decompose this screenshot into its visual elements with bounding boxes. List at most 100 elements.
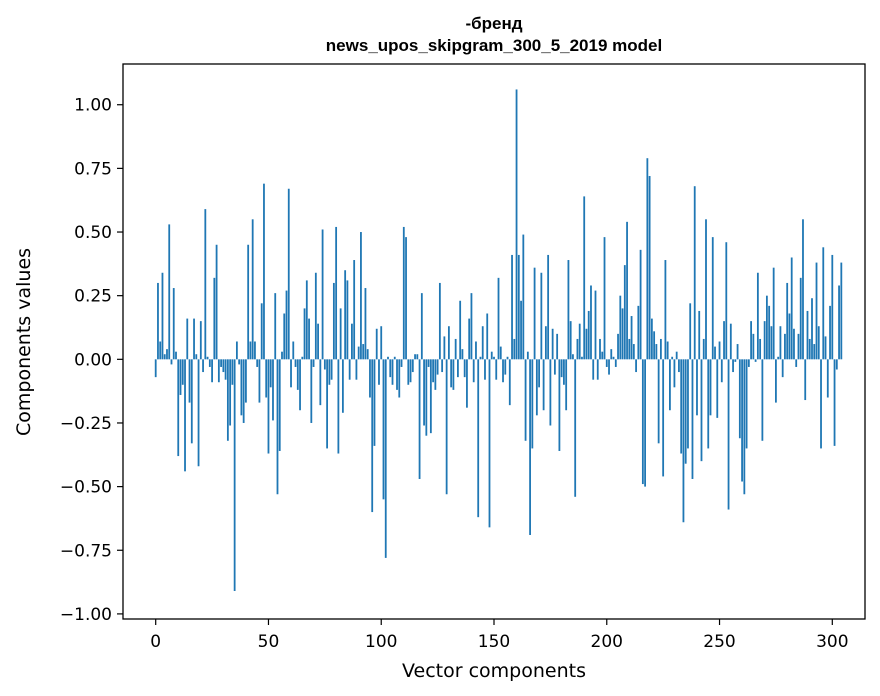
bar-65 [301, 356, 304, 360]
bar-13 [184, 359, 186, 472]
bar-175 [549, 359, 552, 426]
bar-150 [493, 356, 495, 360]
bar-142 [475, 341, 477, 360]
bar-198 [601, 351, 604, 360]
bar-284 [795, 359, 798, 367]
bar-33 [229, 359, 232, 426]
bar-260 [741, 359, 743, 482]
bar-147 [486, 313, 489, 360]
bar-298 [826, 359, 829, 398]
bar-118 [420, 293, 423, 360]
bar-248 [714, 346, 716, 360]
bar-192 [587, 310, 590, 360]
bar-300 [831, 254, 834, 360]
bar-282 [790, 257, 793, 360]
bar-4 [163, 354, 166, 360]
bar-254 [727, 359, 730, 510]
bar-67 [305, 280, 308, 360]
bar-series [154, 89, 843, 591]
bar-225 [662, 359, 665, 477]
bar-17 [193, 318, 195, 360]
bar-234 [682, 359, 685, 523]
bar-179 [558, 359, 561, 451]
y-tick-label: −0.25 [60, 414, 112, 434]
bar-182 [565, 359, 568, 411]
bar-108 [398, 359, 401, 398]
bar-267 [756, 272, 759, 360]
bar-153 [499, 346, 502, 360]
bar-233 [680, 359, 683, 454]
chart-title-line-1: -бренд [465, 14, 522, 33]
bar-121 [427, 359, 430, 367]
bar-273 [770, 326, 773, 360]
bar-139 [468, 318, 471, 360]
y-tick-label: 0.00 [74, 350, 112, 370]
bar-199 [603, 237, 606, 360]
bar-249 [716, 359, 719, 418]
bar-217 [644, 359, 646, 487]
bar-125 [436, 359, 439, 375]
bar-207 [621, 308, 624, 360]
bar-61 [292, 341, 295, 360]
bar-130 [447, 326, 450, 360]
bar-221 [653, 331, 656, 360]
x-axis-ticks: 0 50 100 150 200 250 300 [150, 619, 849, 652]
bar-152 [497, 277, 500, 360]
bar-97 [373, 359, 376, 446]
bar-302 [835, 359, 838, 370]
bar-297 [824, 336, 827, 360]
x-tick-label: 0 [150, 632, 161, 652]
bar-164 [524, 359, 527, 441]
bar-166 [529, 359, 531, 535]
bar-109 [400, 359, 403, 367]
bar-177 [553, 359, 556, 375]
bar-173 [544, 326, 547, 360]
bar-27 [215, 244, 218, 360]
bar-91 [360, 232, 362, 360]
bar-197 [599, 338, 601, 360]
bar-206 [619, 295, 622, 360]
bar-93 [364, 288, 367, 360]
bar-189 [581, 356, 583, 360]
bar-50 [267, 359, 270, 454]
y-tick-label: 1.00 [74, 96, 112, 116]
bar-160 [515, 89, 518, 360]
bar-143 [477, 359, 480, 518]
bar-75 [323, 359, 326, 370]
bar-215 [639, 249, 642, 360]
bar-174 [547, 254, 550, 360]
bar-80 [335, 226, 338, 360]
bar-53 [274, 293, 277, 360]
bar-40 [245, 359, 247, 403]
bar-62 [294, 359, 297, 367]
bar-281 [788, 313, 791, 360]
bar-261 [743, 359, 746, 495]
bar-190 [583, 196, 586, 360]
bar-268 [759, 338, 762, 360]
bar-34 [231, 359, 234, 385]
bar-85 [346, 280, 349, 360]
bar-218 [646, 158, 649, 360]
bar-71 [314, 272, 317, 360]
bar-117 [418, 359, 421, 479]
bar-169 [535, 359, 538, 416]
bar-246 [709, 359, 712, 416]
bar-112 [407, 359, 410, 385]
bar-128 [443, 336, 446, 360]
bar-291 [811, 298, 813, 360]
bar-244 [705, 219, 707, 360]
bar-237 [689, 303, 692, 360]
bar-159 [513, 338, 516, 360]
bar-134 [457, 359, 459, 378]
bar-126 [438, 282, 441, 360]
bar-296 [822, 247, 825, 360]
bar-39 [242, 359, 245, 423]
bar-208 [623, 265, 626, 360]
bar-123 [432, 359, 434, 383]
bar-37 [238, 359, 241, 365]
bar-98 [375, 328, 378, 360]
bar-79 [332, 282, 335, 360]
bar-77 [328, 359, 331, 385]
bar-288 [804, 359, 807, 401]
